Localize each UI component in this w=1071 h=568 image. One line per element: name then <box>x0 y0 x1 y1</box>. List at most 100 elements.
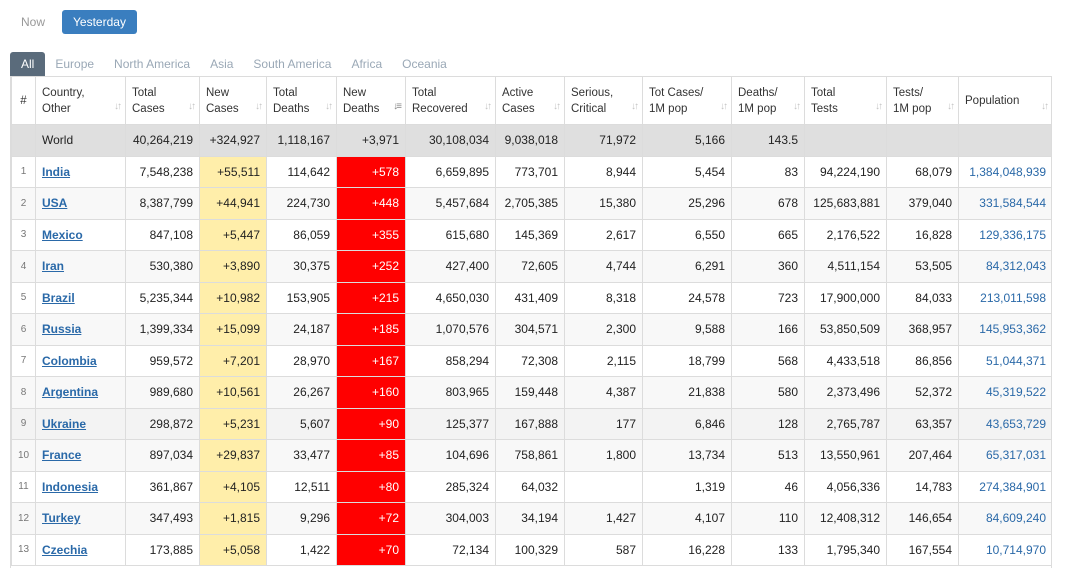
cell-serious: 4,744 <box>564 250 643 283</box>
header-line-2: Cases <box>206 102 239 115</box>
cell-active-cases: 145,369 <box>495 218 565 251</box>
tab-asia[interactable]: Asia <box>210 57 234 71</box>
cell-new-cases: +7,201 <box>199 344 267 377</box>
cell-country: Iran <box>35 250 126 283</box>
header-line-1: Tests/ <box>893 86 924 99</box>
header-line-1: Deaths/ <box>738 86 778 99</box>
column-header-country[interactable]: Country, Other ↓↑ <box>35 76 126 125</box>
sort-icon[interactable]: ↓↑ <box>793 101 801 112</box>
column-header-new-cases[interactable]: New Cases ↓↑ <box>199 76 267 125</box>
header-line-2: Cases <box>132 102 165 115</box>
cell-idx: 11 <box>11 470 36 503</box>
sort-icon[interactable]: ↓↑ <box>114 101 122 112</box>
cell-new-cases: +15,099 <box>199 313 267 346</box>
cell-serious: 8,318 <box>564 281 643 314</box>
country-link[interactable]: Indonesia <box>42 479 99 494</box>
cell-active-cases: 2,705,385 <box>495 187 565 220</box>
tab-all[interactable]: All <box>10 52 46 76</box>
table-row: 8 Argentina 989,680 +10,561 26,267 +160 803,96… <box>11 376 1051 409</box>
cell-idx: 4 <box>11 250 36 283</box>
cell-total-tests: 17,900,000 <box>804 281 887 314</box>
sort-icon[interactable]: ↓↑ <box>947 101 955 112</box>
tab-north-america[interactable]: North America <box>114 57 191 71</box>
cell-population: 274,384,901 <box>958 470 1051 503</box>
country-link[interactable]: Czechia <box>42 542 88 557</box>
column-header-tests-1m[interactable]: Tests/1M pop ↓↑ <box>886 76 959 125</box>
column-header-deaths-1m[interactable]: Deaths/1M pop ↓↑ <box>731 76 805 125</box>
cell-population: 84,609,240 <box>958 502 1051 535</box>
cell-population: 213,011,598 <box>958 281 1051 314</box>
cell-new-deaths: +90 <box>336 407 406 440</box>
column-header-active-cases[interactable]: Active Cases ↓↑ <box>495 76 565 125</box>
header-line-2: Population <box>965 94 1020 107</box>
country-link[interactable]: Ukraine <box>42 416 87 431</box>
cell-idx: 13 <box>11 533 36 566</box>
country-link[interactable]: India <box>42 164 71 179</box>
cell-new-deaths: +80 <box>336 470 406 503</box>
column-header-total-tests[interactable]: Total Tests ↓↑ <box>804 76 887 125</box>
cell-total-cases: 989,680 <box>125 376 200 409</box>
cell-total-tests <box>804 124 887 157</box>
region-tabs: All Europe North America Asia South Amer… <box>10 52 457 76</box>
cell-idx: 7 <box>11 344 36 377</box>
sort-icon[interactable]: ↓↑ <box>553 101 561 112</box>
cell-total-deaths: 24,187 <box>266 313 337 346</box>
cell-total-deaths: 28,970 <box>266 344 337 377</box>
cell-active-cases: 9,038,018 <box>495 124 565 157</box>
cell-population: 84,312,043 <box>958 250 1051 283</box>
cell-serious: 1,800 <box>564 439 643 472</box>
column-header-cases-1m[interactable]: Tot Cases/1M pop ↓↑ <box>642 76 732 125</box>
sort-icon[interactable]: ↓↑ <box>1041 101 1049 112</box>
sort-icon[interactable]: ↓↑ <box>631 101 639 112</box>
column-header-total-deaths[interactable]: Total Deaths ↓↑ <box>266 76 337 125</box>
column-header-total-recovered[interactable]: Total Recovered ↓↑ <box>405 76 496 125</box>
tab-oceania[interactable]: Oceania <box>402 57 447 71</box>
sort-icon[interactable]: ↓↑ <box>484 101 492 112</box>
yesterday-button[interactable]: Yesterday <box>62 10 137 34</box>
cell-country: Mexico <box>35 218 126 251</box>
cell-population: 43,653,729 <box>958 407 1051 440</box>
table-body: World 40,264,219 +324,927 1,118,167 +3,971 30… <box>11 124 1051 566</box>
cell-total-tests: 2,765,787 <box>804 407 887 440</box>
column-header-new-deaths[interactable]: New Deaths ↓≡ <box>336 76 406 125</box>
cell-total-recovered: 304,003 <box>405 502 496 535</box>
cell-serious: 2,617 <box>564 218 643 251</box>
country-link[interactable]: Colombia <box>42 353 97 368</box>
column-header-population[interactable]: Population ↓↑ <box>958 76 1051 125</box>
cell-cases-1m: 24,578 <box>642 281 732 314</box>
cell-population: 51,044,371 <box>958 344 1051 377</box>
cell-population: 10,714,970 <box>958 533 1051 566</box>
cell-active-cases: 773,701 <box>495 155 565 188</box>
cell-total-cases: 8,387,799 <box>125 187 200 220</box>
sort-icon[interactable]: ↓↑ <box>875 101 883 112</box>
sort-icon[interactable]: ↓↑ <box>188 101 196 112</box>
country-link[interactable]: Iran <box>42 259 65 274</box>
cell-tests-1m <box>886 124 959 157</box>
cell-country: USA <box>35 187 126 220</box>
now-button[interactable]: Now <box>10 10 56 34</box>
cell-tests-1m: 53,505 <box>886 250 959 283</box>
cell-total-cases: 347,493 <box>125 502 200 535</box>
cell-total-tests: 2,373,496 <box>804 376 887 409</box>
column-header-total-cases[interactable]: Total Cases ↓↑ <box>125 76 200 125</box>
cell-country: World <box>35 124 126 157</box>
sort-icon[interactable]: ↓↑ <box>325 101 333 112</box>
country-link[interactable]: Brazil <box>42 290 75 305</box>
cell-serious: 1,427 <box>564 502 643 535</box>
tab-europe[interactable]: Europe <box>55 57 95 71</box>
country-link[interactable]: USA <box>42 196 68 211</box>
country-link[interactable]: France <box>42 448 82 463</box>
country-link[interactable]: Mexico <box>42 227 83 242</box>
country-link[interactable]: Argentina <box>42 385 99 400</box>
tab-africa[interactable]: Africa <box>351 57 383 71</box>
column-header-serious[interactable]: Serious, Critical ↓↑ <box>564 76 643 125</box>
country-link[interactable]: Turkey <box>42 511 81 526</box>
sort-icon[interactable]: ↓↑ <box>720 101 728 112</box>
cell-new-deaths: +448 <box>336 187 406 220</box>
cell-new-cases: +3,890 <box>199 250 267 283</box>
sort-icon[interactable]: ↓≡ <box>393 101 402 112</box>
country-link[interactable]: Russia <box>42 322 82 337</box>
header-line-2: 1M pop <box>893 102 932 115</box>
sort-icon[interactable]: ↓↑ <box>255 101 263 112</box>
tab-south-america[interactable]: South America <box>253 57 332 71</box>
